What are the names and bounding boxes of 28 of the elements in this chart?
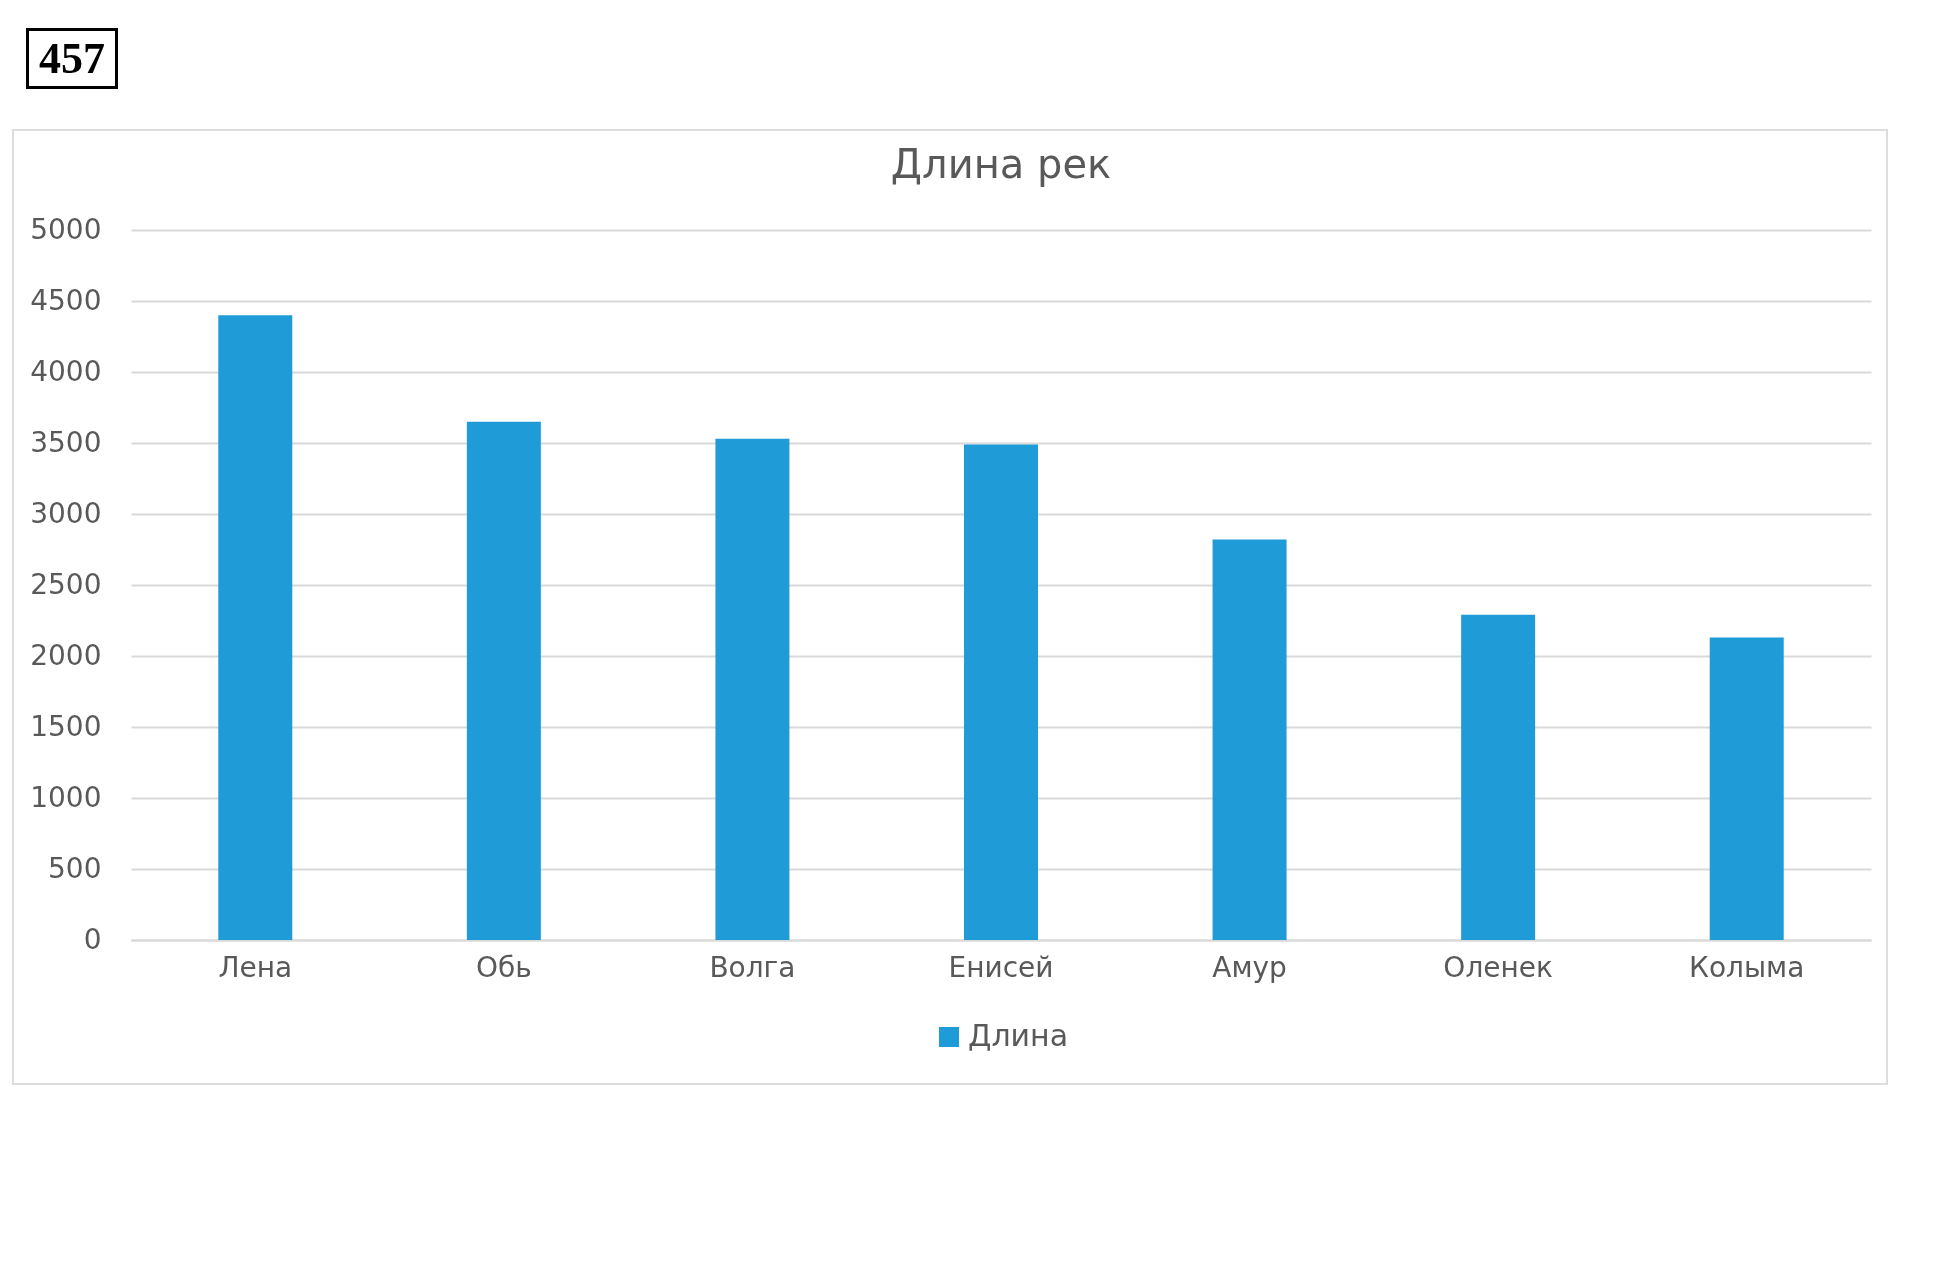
x-tick-label: Обь xyxy=(475,950,532,984)
y-tick-label: 3000 xyxy=(30,496,102,530)
bar xyxy=(218,315,293,940)
bar xyxy=(964,444,1038,940)
x-tick-label: Оленек xyxy=(1443,950,1553,984)
y-tick-label: 2000 xyxy=(30,638,102,672)
x-tick-label: Колыма xyxy=(1689,950,1805,984)
x-tick-label: Волга xyxy=(709,950,796,984)
bar xyxy=(1212,539,1287,940)
x-tick-label: Амур xyxy=(1212,950,1287,984)
chart-title: Длина рек xyxy=(890,141,1112,187)
bar xyxy=(466,421,541,940)
bar xyxy=(1709,637,1784,940)
bar xyxy=(715,438,790,940)
y-tick-label: 500 xyxy=(48,851,102,885)
y-tick-label: 4500 xyxy=(30,283,102,317)
x-tick-label: Лена xyxy=(218,950,293,984)
y-tick-label: 1000 xyxy=(30,780,102,814)
y-tick-label: 3500 xyxy=(30,425,102,459)
y-tick-label: 0 xyxy=(83,922,102,956)
y-tick-label: 4000 xyxy=(30,354,102,388)
y-tick-label: 5000 xyxy=(30,212,102,246)
legend-label: Длина xyxy=(968,1018,1069,1053)
y-tick-label: 2500 xyxy=(30,567,102,601)
bar xyxy=(1461,614,1536,940)
y-tick-label: 1500 xyxy=(30,709,102,743)
x-tick-label: Енисей xyxy=(948,950,1054,984)
text: 457 xyxy=(26,28,118,89)
